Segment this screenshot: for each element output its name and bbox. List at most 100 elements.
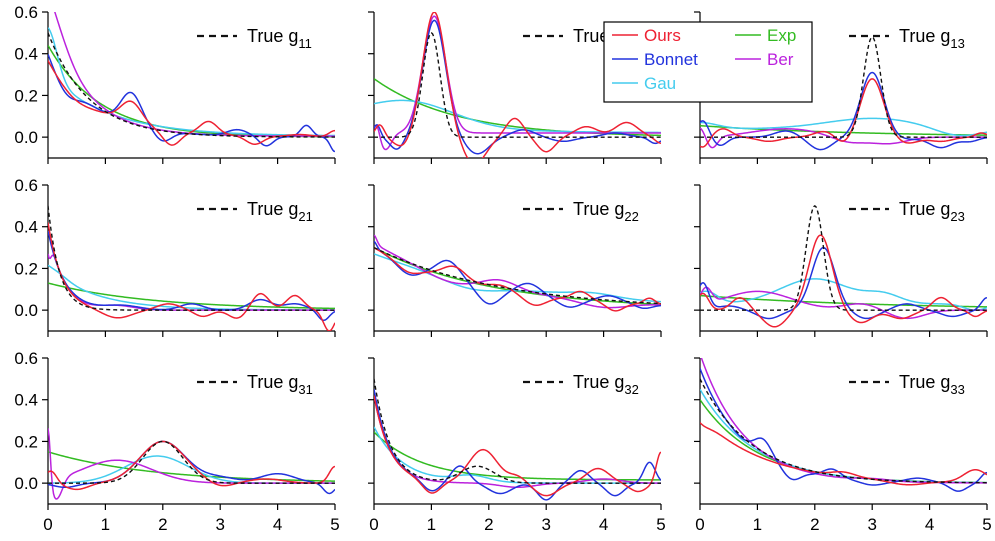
series-true-line <box>700 204 987 311</box>
series-gau-line <box>374 99 661 134</box>
true-label-text: True g <box>247 199 298 219</box>
x-tick-label: 3 <box>867 515 876 534</box>
panel-g22: True g22 <box>368 184 662 337</box>
y-tick-label: 0.6 <box>14 349 38 368</box>
series-exp-line <box>374 78 661 137</box>
series-ours-line <box>374 247 661 312</box>
x-tick-label: 3 <box>541 515 550 534</box>
true-label-g23: True g23 <box>899 199 965 224</box>
y-tick-label: 0.6 <box>14 3 38 22</box>
true-label-text: True g <box>247 26 298 46</box>
true-label-subscript: 13 <box>950 36 964 51</box>
series-ours-line <box>700 234 987 328</box>
series-ber-line <box>374 395 661 489</box>
series-bonnet-line <box>700 246 987 320</box>
legend-label-exp: Exp <box>767 26 796 45</box>
true-label-subscript: 11 <box>298 36 312 51</box>
y-tick-label: 0.4 <box>14 45 38 64</box>
series-true-line <box>374 378 661 484</box>
series-ber-line <box>48 253 335 311</box>
series-ber-line <box>48 428 335 500</box>
x-tick-label: 4 <box>599 515 608 534</box>
true-label-text: True g <box>899 372 950 392</box>
true-label-subscript: 31 <box>298 382 312 397</box>
series-ours-line <box>700 422 987 486</box>
y-tick-label: 0.2 <box>14 432 38 451</box>
true-label-g21: True g21 <box>247 199 313 224</box>
y-tick-label: 0.0 <box>14 301 38 320</box>
true-label-subscript: 32 <box>624 382 638 397</box>
legend-label-bonnet: Bonnet <box>644 50 698 69</box>
series-true-line <box>374 246 661 305</box>
legend-label-gau: Gau <box>644 74 676 93</box>
true-label-text: True g <box>899 199 950 219</box>
series-bonnet-line <box>374 240 661 310</box>
series-ours-line <box>48 440 335 491</box>
x-tick-label: 3 <box>215 515 224 534</box>
true-label-text: True g <box>573 199 624 219</box>
y-tick-label: 0.0 <box>14 474 38 493</box>
true-label-subscript: 23 <box>950 209 964 224</box>
panel-g31: 0.0 0.2 0.4 0.6 0 1 2 3 4 5 True g31 <box>14 349 339 534</box>
y-tick-label: 0.2 <box>14 86 38 105</box>
series-true-line <box>374 31 661 138</box>
x-tick-label: 2 <box>158 515 167 534</box>
y-tick-label: 0.0 <box>14 128 38 147</box>
legend: Ours Exp Bonnet Ber Gau <box>603 21 813 103</box>
true-label-g31: True g31 <box>247 372 313 397</box>
true-label-g13: True g13 <box>899 26 965 51</box>
series-exp-line <box>374 431 661 481</box>
x-tick-label: 1 <box>101 515 110 534</box>
legend-label-ber: Ber <box>767 50 794 69</box>
x-tick-label: 1 <box>427 515 436 534</box>
series-ours-line <box>48 222 335 331</box>
x-tick-label: 2 <box>810 515 819 534</box>
true-label-text: True g <box>899 26 950 46</box>
y-tick-label: 0.2 <box>14 259 38 278</box>
true-label-g32: True g32 <box>573 372 639 397</box>
true-label-text: True g <box>573 372 624 392</box>
series-exp-line <box>374 246 661 306</box>
series-ours-line <box>700 78 987 148</box>
series-gau-line <box>700 278 987 311</box>
series-ours-line <box>48 60 335 146</box>
series-gau-line <box>374 426 661 484</box>
series-bonnet-line <box>374 389 661 501</box>
series-true-line <box>48 440 335 484</box>
series-ours-line <box>374 395 661 497</box>
true-label-subscript: 22 <box>624 209 638 224</box>
y-tick-label: 0.4 <box>14 218 38 237</box>
y-tick-label: 0.4 <box>14 391 38 410</box>
x-tick-label: 5 <box>330 515 339 534</box>
x-tick-label: 0 <box>43 515 52 534</box>
x-tick-label: 5 <box>656 515 665 534</box>
y-tick-label: 0.6 <box>14 176 38 195</box>
legend-box <box>603 21 813 103</box>
true-label-g11: True g11 <box>247 26 312 51</box>
panel-g21: 0.0 0.2 0.4 0.6 True g21 <box>14 176 336 337</box>
x-tick-label: 5 <box>982 515 991 534</box>
series-true-line <box>700 36 987 138</box>
series-bonnet-line <box>48 54 335 153</box>
true-label-g33: True g33 <box>899 372 965 397</box>
panel-g11: 0.0 0.2 0.4 0.6 True g11 <box>14 3 336 164</box>
series-gau-line <box>48 455 335 484</box>
legend-label-ours: Ours <box>644 26 681 45</box>
true-label-g22: True g22 <box>573 199 639 224</box>
x-tick-label: 1 <box>753 515 762 534</box>
x-tick-label: 0 <box>369 515 378 534</box>
true-label-subscript: 33 <box>950 382 964 397</box>
x-tick-label: 2 <box>484 515 493 534</box>
x-tick-label: 4 <box>273 515 282 534</box>
true-label-subscript: 21 <box>298 209 312 224</box>
panel-g32: 0 1 2 3 4 5 True g32 <box>368 357 666 534</box>
series-gau-line <box>700 388 987 484</box>
series-true-line <box>48 205 335 311</box>
series-ours-line <box>374 12 661 158</box>
series-gau-line <box>700 117 987 137</box>
series-ber-line <box>54 12 335 137</box>
series-true-line <box>48 32 335 138</box>
panel-g13: True g13 <box>694 11 988 164</box>
series-true-line <box>700 378 987 484</box>
